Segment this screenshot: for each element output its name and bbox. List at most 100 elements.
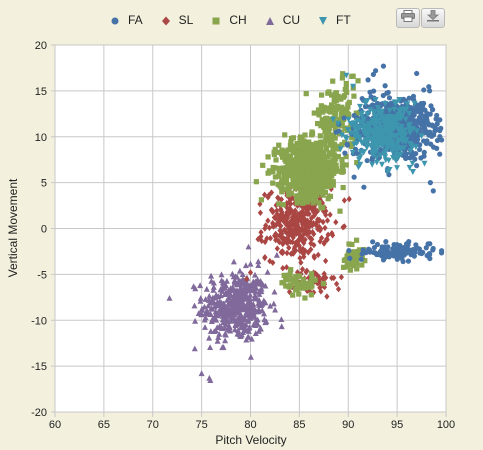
data-point-ch — [302, 175, 309, 182]
data-point-ch — [341, 257, 347, 264]
data-point-sl — [265, 217, 271, 224]
data-point-cu — [236, 286, 243, 293]
legend-item-fa[interactable]: FA — [110, 13, 143, 27]
print-button[interactable] — [396, 8, 420, 28]
data-point-sl — [338, 273, 344, 281]
data-point-fa — [433, 126, 440, 132]
data-point-ch — [298, 180, 305, 186]
data-point-ch — [302, 295, 308, 301]
y-axis-ticks: -20 -15 -10 -5 0 5 10 15 20 — [31, 40, 47, 419]
data-point-ft — [402, 131, 409, 138]
y-tick-label: 5 — [41, 178, 47, 190]
data-point-sl — [301, 239, 307, 247]
data-point-sl — [259, 237, 265, 245]
data-point-ch — [288, 157, 294, 163]
data-point-ch — [271, 151, 277, 158]
legend-item-ch[interactable]: CH — [211, 13, 247, 27]
data-point-ch — [283, 276, 289, 283]
data-point-ft — [379, 133, 386, 140]
data-point-sl — [274, 207, 280, 214]
data-point-ch — [318, 123, 324, 129]
data-point-ft — [373, 159, 380, 166]
data-point-sl — [285, 235, 291, 242]
data-point-cu — [201, 316, 208, 323]
data-point-fa — [410, 247, 416, 254]
data-point-cu — [243, 336, 250, 343]
data-point-ft — [394, 140, 401, 147]
legend-item-cu[interactable]: CU — [265, 13, 300, 27]
data-point-ft — [395, 116, 402, 123]
legend-marker-circle-icon — [110, 15, 120, 25]
data-point-fa — [394, 248, 400, 255]
x-tick-label: 90 — [342, 419, 354, 431]
data-point-ch — [326, 129, 332, 135]
data-point-fa — [406, 239, 412, 245]
data-point-cu — [239, 317, 245, 324]
data-point-sl — [244, 275, 250, 283]
data-point-cu — [246, 295, 253, 301]
data-point-ch — [282, 186, 288, 192]
data-point-sl — [293, 214, 299, 221]
data-point-cu — [234, 330, 241, 337]
data-point-fa — [360, 247, 366, 253]
data-point-cu — [247, 260, 254, 267]
data-point-sl — [273, 236, 279, 244]
data-point-sl — [298, 226, 304, 233]
data-point-ch — [362, 258, 368, 264]
data-point-ch — [288, 267, 294, 273]
data-point-sl — [263, 222, 269, 229]
data-point-ch — [298, 145, 305, 151]
x-tick-label: 65 — [98, 419, 110, 431]
data-point-sl — [314, 219, 320, 226]
data-point-ft — [399, 112, 406, 119]
legend-item-ft[interactable]: FT — [318, 13, 351, 27]
data-point-cu — [217, 292, 224, 299]
data-point-fa — [417, 142, 423, 148]
data-point-sl — [282, 228, 288, 235]
data-point-ch — [294, 200, 300, 206]
export-button[interactable] — [421, 8, 445, 28]
data-point-cu — [214, 312, 221, 319]
data-point-ft — [418, 133, 425, 140]
data-point-ch — [310, 174, 316, 180]
data-point-sl — [276, 238, 282, 246]
data-point-ft — [357, 103, 363, 110]
data-point-sl — [291, 231, 297, 238]
data-point-cu — [215, 334, 222, 340]
data-point-ft — [345, 116, 352, 123]
data-point-sl — [300, 232, 306, 239]
data-point-sl — [278, 213, 284, 220]
data-point-ft — [349, 149, 356, 156]
data-point-fa — [361, 184, 367, 190]
data-point-sl — [255, 236, 261, 243]
legend-label: FT — [336, 13, 351, 27]
data-point-fa — [439, 248, 445, 254]
data-point-cu — [222, 330, 229, 337]
data-point-ch — [343, 80, 349, 87]
data-point-sl — [287, 195, 293, 202]
data-point-fa — [430, 107, 436, 113]
data-point-ch — [306, 139, 312, 145]
data-point-ch — [301, 138, 307, 144]
data-point-fa — [422, 107, 428, 113]
data-point-ch — [327, 193, 334, 200]
data-point-sl — [270, 223, 276, 230]
data-point-sl — [341, 197, 347, 204]
data-point-ch — [321, 124, 327, 130]
data-point-cu — [220, 302, 227, 309]
data-point-sl — [289, 219, 295, 226]
data-point-sl — [306, 223, 312, 230]
x-tick-label: 60 — [49, 419, 61, 431]
data-point-ft — [350, 83, 357, 90]
data-point-cu — [210, 316, 217, 322]
data-point-fa — [380, 63, 387, 69]
data-point-sl — [295, 211, 301, 218]
data-point-ft — [396, 137, 403, 143]
data-point-ch — [349, 135, 355, 141]
x-axis-ticks: 60 65 70 75 80 85 90 95 100 — [49, 419, 455, 431]
data-point-ch — [333, 111, 339, 117]
legend-item-sl[interactable]: SL — [161, 13, 193, 27]
data-point-cu — [255, 262, 262, 268]
data-point-fa — [370, 239, 376, 245]
data-point-fa — [365, 77, 371, 83]
